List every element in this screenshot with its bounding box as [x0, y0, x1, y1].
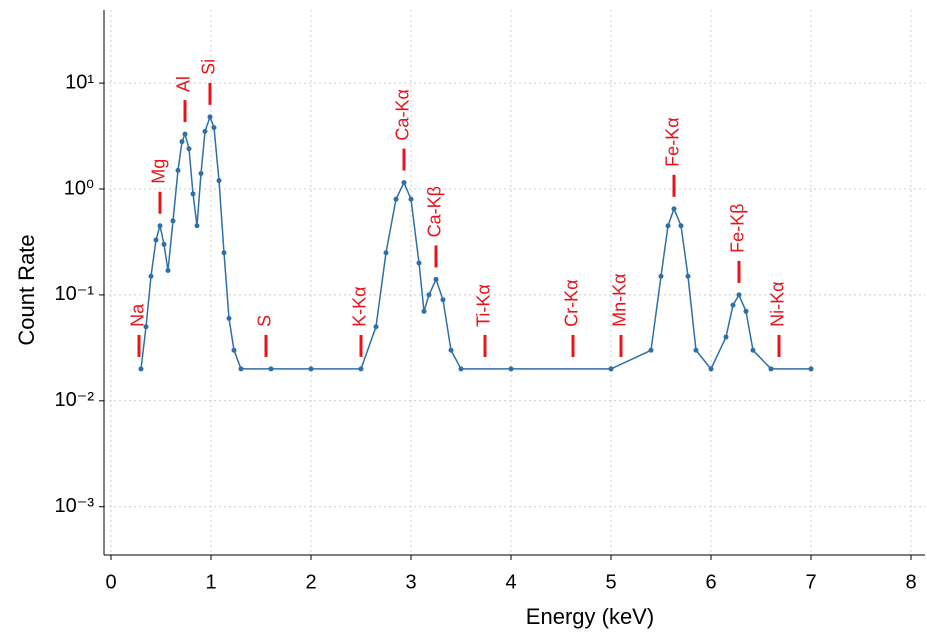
x-tick-label: 4 [505, 571, 516, 593]
data-point [709, 366, 714, 371]
data-point [449, 348, 454, 353]
line-label: Ti-Kα [474, 284, 494, 327]
line-label: Na [128, 303, 148, 327]
data-point [158, 223, 163, 228]
line-label: Si [199, 59, 219, 75]
line-label: S [255, 315, 275, 327]
data-point [183, 132, 188, 137]
data-point [422, 309, 427, 314]
data-point [441, 297, 446, 302]
data-point [751, 348, 756, 353]
y-axis-label: Count Rate [14, 234, 39, 345]
x-tick-label: 1 [205, 571, 216, 593]
line-label: Cr-Kα [562, 280, 582, 327]
x-tick-label: 8 [905, 571, 916, 593]
data-point [217, 178, 222, 183]
data-point [191, 191, 196, 196]
line-label: Mn-Kα [610, 274, 630, 327]
y-tick-label: 10⁻² [55, 389, 95, 411]
data-point [744, 309, 749, 314]
line-label: Mg [149, 159, 169, 184]
line-label: Fe-Kα [663, 117, 683, 166]
data-point [269, 366, 274, 371]
line-label: Ca-Kβ [425, 186, 445, 237]
data-point [166, 268, 171, 273]
data-point [459, 366, 464, 371]
data-point [180, 139, 185, 144]
y-tick-label: 10¹ [65, 71, 94, 93]
line-label: Ni-Kα [768, 282, 788, 327]
data-point [509, 366, 514, 371]
data-point [694, 348, 699, 353]
data-point [222, 250, 227, 255]
y-tick-label: 10⁻¹ [55, 283, 95, 305]
data-point [672, 206, 677, 211]
data-point [409, 197, 414, 202]
data-point [686, 274, 691, 279]
data-point [427, 292, 432, 297]
data-point [203, 129, 208, 134]
data-point [227, 316, 232, 321]
y-tick-label: 10⁻³ [55, 495, 95, 517]
data-point [171, 218, 176, 223]
data-point [666, 223, 671, 228]
data-point [199, 171, 204, 176]
x-tick-label: 5 [605, 571, 616, 593]
x-tick-label: 7 [805, 571, 816, 593]
data-point [809, 366, 814, 371]
data-point [384, 250, 389, 255]
data-point [208, 114, 213, 119]
data-point [394, 197, 399, 202]
data-point [149, 274, 154, 279]
x-axis-label: Energy (keV) [526, 604, 654, 629]
data-point [402, 180, 407, 185]
x-tick-label: 6 [705, 571, 716, 593]
x-tick-label: 0 [105, 571, 116, 593]
chart: Energy (keV) Count Rate 0 1 2 3 4 5 6 7 8 10⁻³ 10⁻… [0, 0, 927, 635]
data-point [679, 223, 684, 228]
data-point [176, 168, 181, 173]
data-point [724, 335, 729, 340]
line-label: Ca-Kα [393, 89, 413, 140]
data-point [769, 366, 774, 371]
data-point [232, 348, 237, 353]
data-point [187, 146, 192, 151]
data-point [649, 348, 654, 353]
x-tick-label: 3 [405, 571, 416, 593]
data-point [659, 274, 664, 279]
data-point [737, 292, 742, 297]
data-point [195, 223, 200, 228]
data-point [609, 366, 614, 371]
line-label: Fe-Kβ [728, 204, 748, 253]
data-point [239, 366, 244, 371]
data-point [154, 237, 159, 242]
data-point [212, 125, 217, 130]
y-tick-label: 10⁰ [64, 177, 94, 199]
data-point [309, 366, 314, 371]
data-point [434, 277, 439, 282]
data-point [417, 261, 422, 266]
x-tick-label: 2 [305, 571, 316, 593]
data-point [359, 366, 364, 371]
data-point [162, 242, 167, 247]
line-label: Al [174, 76, 194, 92]
data-point [374, 324, 379, 329]
data-point [731, 303, 736, 308]
line-label: K-Kα [350, 287, 370, 327]
data-point [139, 366, 144, 371]
